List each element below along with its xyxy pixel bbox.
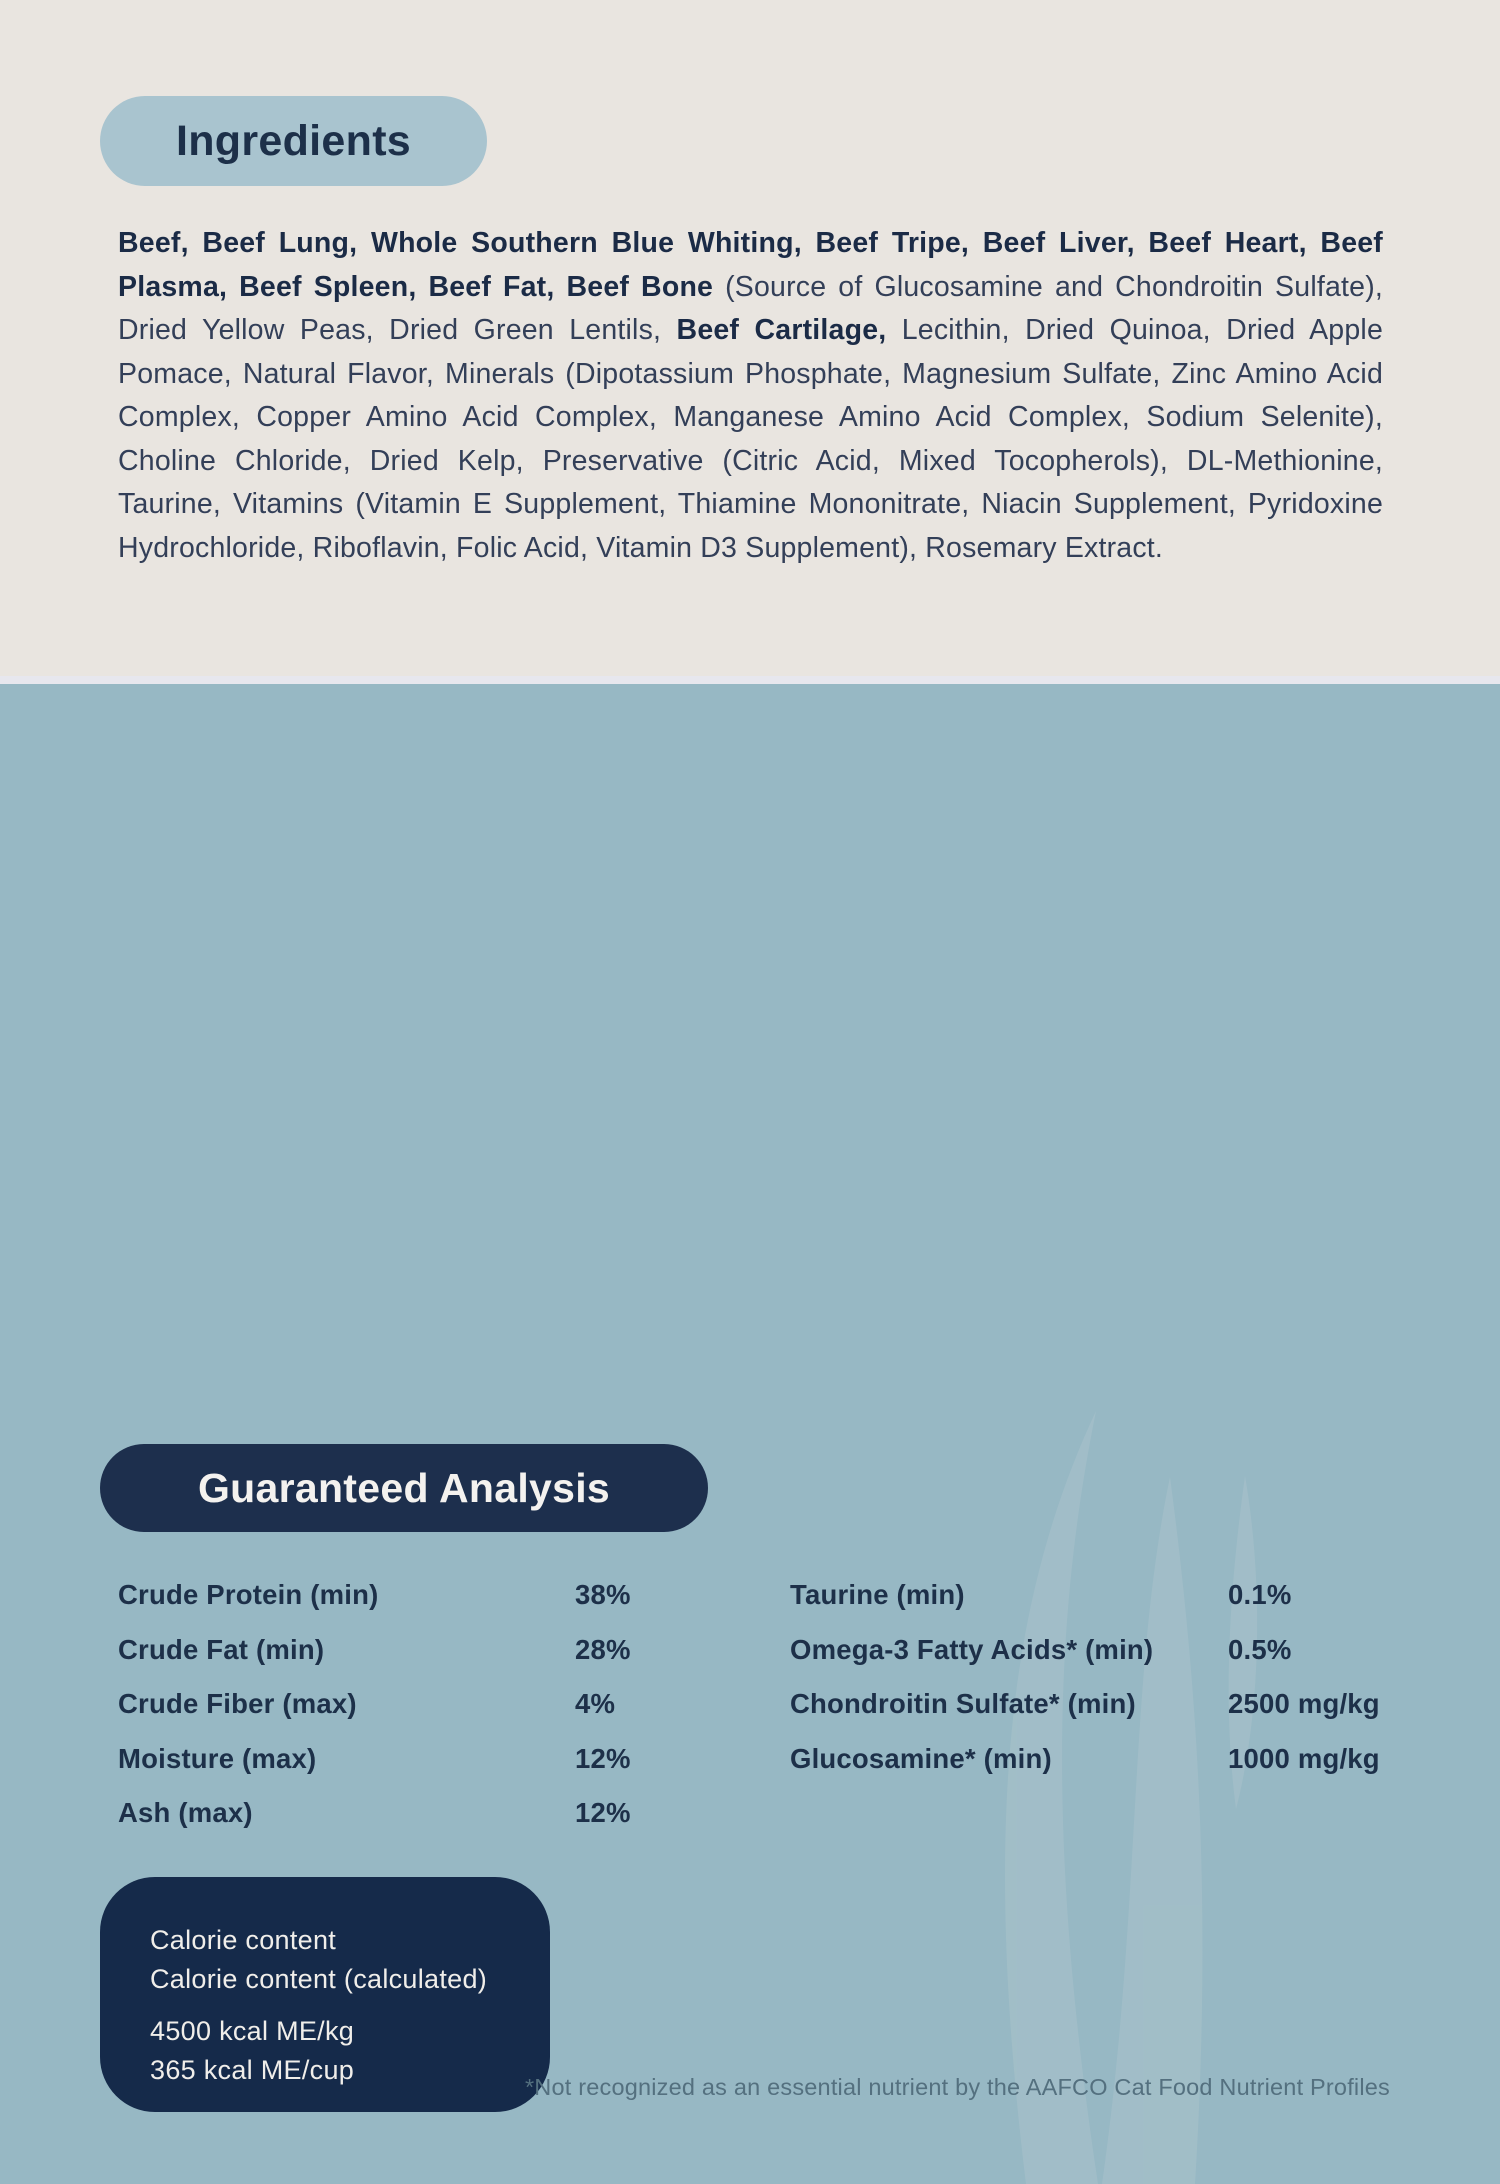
calorie-content-title: Calorie content [150, 1925, 337, 1955]
analysis-value: 1000 mg/kg [1228, 1742, 1380, 1774]
analysis-row: Glucosamine* (min) 1000 mg/kg [790, 1742, 1450, 1797]
guaranteed-analysis-heading-pill: Guaranteed Analysis [100, 1444, 708, 1532]
analysis-column-left: Crude Protein (min) 38% Crude Fat (min) 28%… [118, 1578, 778, 1851]
analysis-row: Ash (max) 12% [118, 1796, 778, 1851]
analysis-value: 38% [575, 1579, 631, 1610]
analysis-label: Ash (max) [118, 1797, 253, 1828]
analysis-row: Taurine (min) 0.1% [790, 1578, 1450, 1633]
ingredient-segment: (Source of Glucosamine and Chondroitin S… [118, 270, 1383, 347]
analysis-label: Crude Protein (min) [118, 1579, 379, 1610]
analysis-label: Crude Fat (min) [118, 1633, 325, 1665]
analysis-row: Crude Fiber (max) 4% [118, 1687, 778, 1742]
analysis-row: Crude Fat (min) 28% [118, 1633, 778, 1688]
analysis-row: Crude Protein (min) 38% [118, 1578, 778, 1633]
analysis-value: 0.5% [1228, 1633, 1292, 1665]
analysis-row: Chondroitin Sulfate* (min) 2500 mg/kg [790, 1687, 1450, 1742]
analysis-value: 12% [575, 1742, 631, 1774]
aafco-footnote: *Not recognized as an essential nutrient… [524, 2074, 1390, 2100]
analysis-label: Moisture (max) [118, 1742, 317, 1774]
calorie-value-per-kg: 4500 kcal ME/kg [150, 2016, 355, 2046]
analysis-label: Chondroitin Sulfate* (min) [790, 1688, 1136, 1719]
analysis-label: Glucosamine* (min) [790, 1742, 1052, 1774]
guaranteed-analysis-section: Guaranteed Analysis Crude Protein (min) 3… [0, 684, 1500, 2184]
guaranteed-analysis-heading: Guaranteed Analysis [197, 1464, 611, 1511]
analysis-value: 2500 mg/kg [1228, 1688, 1380, 1719]
analysis-row: Omega-3 Fatty Acids* (min) 0.5% [790, 1633, 1450, 1688]
ingredient-segment-bold: Beef Cartilage, [676, 314, 887, 346]
ingredient-segment: Lecithin, Dried Quinoa, Dried Apple Poma… [118, 314, 1383, 564]
analysis-label: Crude Fiber (max) [118, 1688, 357, 1719]
analysis-value: 28% [575, 1633, 631, 1665]
analysis-label: Taurine (min) [790, 1579, 965, 1610]
ingredient-segment-bold: Beef, Beef Lung, Whole Southern Blue Whi… [118, 227, 1383, 303]
ingredients-heading-pill: Ingredients [100, 96, 487, 186]
ingredients-paragraph: Beef, Beef Lung, Whole Southern Blue Whi… [118, 222, 1383, 570]
ingredients-heading: Ingredients [175, 116, 412, 165]
analysis-label: Omega-3 Fatty Acids* (min) [790, 1633, 1154, 1665]
analysis-column-right: Taurine (min) 0.1% Omega-3 Fatty Acids* (m… [790, 1578, 1450, 1796]
calorie-content-subtitle: Calorie content (calculated) [150, 1964, 488, 1994]
calorie-value-per-cup: 365 kcal ME/cup [150, 2055, 355, 2085]
analysis-value: 4% [575, 1688, 616, 1719]
ingredients-section: Ingredients Beef, Beef Lung, Whole South… [0, 0, 1500, 684]
analysis-row: Moisture (max) 12% [118, 1742, 778, 1797]
calorie-content-box: Calorie content Calorie content (calcula… [100, 1877, 550, 2112]
calorie-content-spacer [150, 1999, 520, 2012]
analysis-value: 12% [575, 1797, 631, 1828]
analysis-value: 0.1% [1228, 1579, 1292, 1610]
